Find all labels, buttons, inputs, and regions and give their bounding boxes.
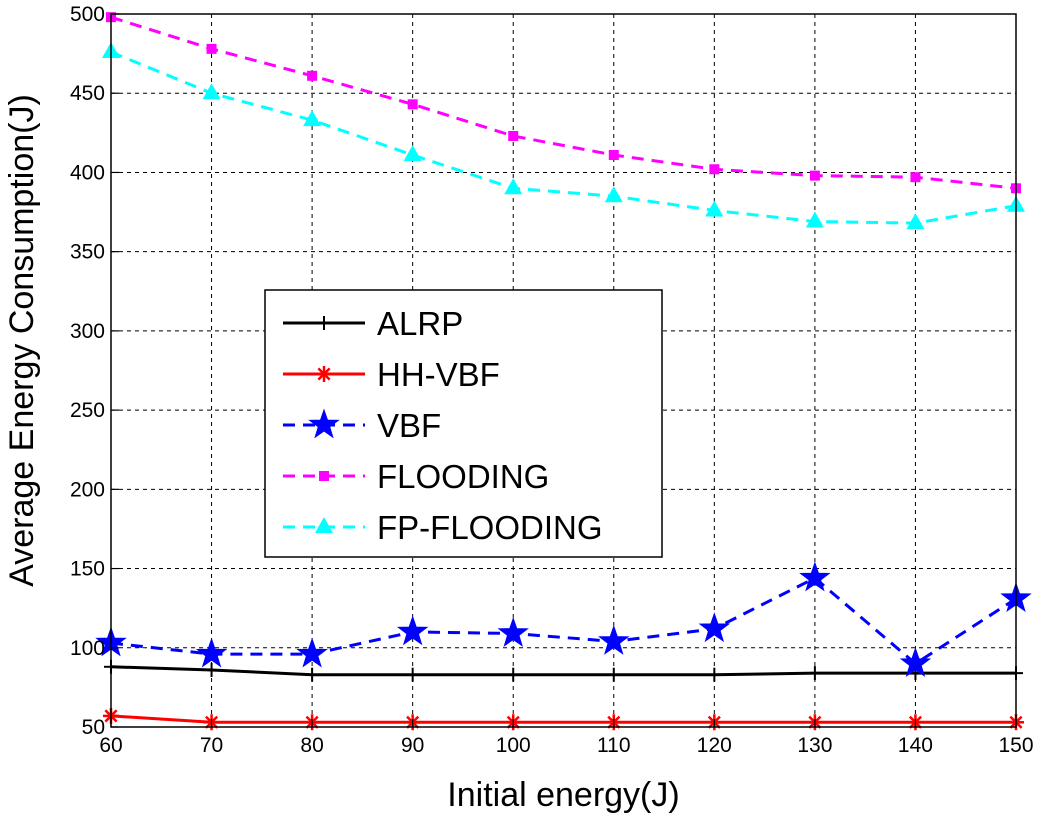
data-point [403, 145, 422, 162]
data-point [405, 667, 420, 682]
y-tick-label: 200 [70, 478, 105, 501]
x-tick-label: 130 [797, 734, 832, 757]
series-line [110, 50, 1017, 225]
legend-entry: HH-VBF [283, 356, 500, 393]
series-line [110, 714, 1016, 724]
plot-frame [110, 13, 1017, 728]
legend-label: ALRP [377, 305, 463, 342]
data-point [305, 667, 320, 682]
x-axis-label: Initial energy(J) [447, 776, 679, 814]
data-point [195, 637, 228, 668]
data-point [296, 637, 328, 668]
legend-entry: FLOODING [283, 458, 549, 495]
data-point [504, 178, 523, 195]
x-tick-label: 80 [300, 734, 323, 757]
y-tick-label: 150 [70, 558, 105, 581]
legend-label: FP-FLOODING [377, 509, 603, 546]
y-tick-label: 400 [70, 161, 105, 184]
data-point [206, 43, 217, 54]
legend-marker [308, 408, 340, 439]
legend: ALRP HH-VBF VBF FLOODING FP-FLOODING [264, 289, 663, 558]
legend-label: FLOODING [377, 458, 549, 495]
data-point [910, 172, 921, 183]
x-tick-label: 140 [898, 734, 933, 757]
data-point [805, 211, 824, 228]
series-line [110, 665, 1016, 677]
data-point [709, 164, 720, 175]
data-point [608, 150, 619, 161]
data-point [508, 131, 519, 142]
legend-entry: VBF [283, 407, 441, 444]
series-layer [95, 12, 1032, 731]
y-tick-label: 500 [70, 3, 105, 26]
data-point [598, 624, 630, 655]
data-point [606, 667, 621, 682]
data-point [906, 213, 925, 230]
y-axis-label: Average Energy Consumption(J) [3, 94, 41, 587]
y-tick-label: 350 [70, 241, 105, 264]
data-point [705, 200, 724, 217]
series-line [110, 15, 1017, 190]
data-point [899, 647, 932, 677]
data-point [307, 70, 318, 81]
data-point [707, 667, 722, 682]
legend-label: VBF [377, 407, 441, 444]
y-tick-label: 100 [70, 637, 105, 660]
x-tick-label: 120 [697, 734, 732, 757]
series-fp-flooding [102, 42, 1025, 230]
x-tick-label: 70 [200, 734, 223, 757]
x-tick-label: 90 [401, 734, 424, 757]
data-point [204, 662, 219, 677]
y-tick-label: 300 [70, 320, 105, 343]
data-point [407, 99, 418, 110]
x-tick-label: 60 [99, 734, 122, 757]
legend-label: HH-VBF [377, 356, 500, 393]
data-point [396, 615, 429, 646]
data-point [303, 110, 322, 127]
data-point [202, 83, 221, 100]
series-line [110, 576, 1017, 666]
series-vbf [95, 561, 1032, 677]
y-tick-label: 50 [82, 716, 105, 739]
data-point [809, 170, 820, 181]
grid [111, 14, 1016, 727]
legend-entry: ALRP [283, 305, 463, 342]
x-tick-label: 150 [998, 734, 1033, 757]
data-point [698, 612, 731, 643]
legend-entry: FP-FLOODING [283, 509, 603, 546]
series-alrp [104, 659, 1023, 682]
data-point [799, 561, 831, 592]
legend-marker [317, 316, 331, 330]
legend-marker [319, 471, 329, 481]
y-tick-label: 250 [70, 399, 105, 422]
legend-marker [316, 366, 332, 382]
y-tick-label: 450 [70, 82, 105, 105]
legend-marker [315, 517, 333, 533]
data-point [807, 666, 822, 681]
x-tick-label: 110 [597, 734, 630, 757]
x-tick-label: 100 [496, 734, 531, 757]
tick-labels: 60 70 80 90 100 110 120 130 140 150 50 100 150 200 250… [70, 3, 1034, 757]
data-point [506, 667, 521, 682]
data-point [604, 186, 623, 203]
data-point [497, 616, 529, 647]
